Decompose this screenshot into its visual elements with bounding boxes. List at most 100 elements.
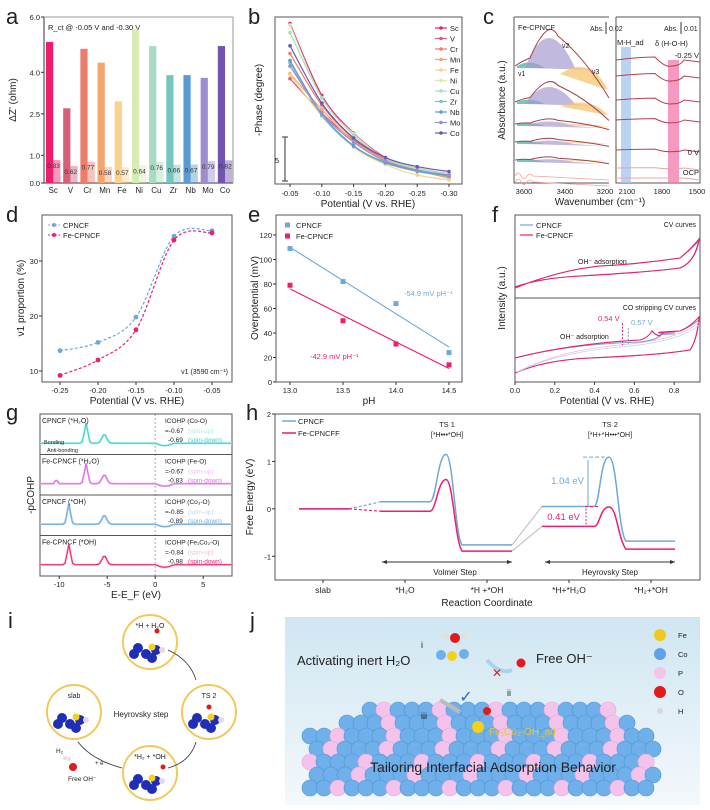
x-tick-label: -0.05 xyxy=(203,386,220,395)
bar-value-label: 0.62 xyxy=(64,169,77,176)
panel-h: 2 1 0 -1 Free Energy (eV) slab *H₂O *H +*OH *H+*… xyxy=(245,410,701,609)
ts1-title: TS 1 xyxy=(439,420,455,429)
y-axis-title: ΔZ' (ohm) xyxy=(8,78,19,122)
m-h-band xyxy=(621,47,631,183)
data-point-Co xyxy=(447,169,451,174)
x-tick-label: Mo xyxy=(202,186,214,195)
v2-peak-area xyxy=(525,159,600,164)
bonding-label: Bonding xyxy=(44,440,64,446)
p-atom xyxy=(83,717,89,723)
spectrum-right xyxy=(615,148,701,153)
data-point-Mo xyxy=(351,140,356,144)
y-tick-label: 60 xyxy=(264,305,272,314)
legend-label-CPNCF: CPNCF xyxy=(63,221,89,230)
x-axis-title: Wavenumber (cm⁻¹) xyxy=(555,197,645,208)
icohp-down-value: -0.89 xyxy=(168,518,183,525)
x-tick-label: -0.15 xyxy=(127,386,144,395)
x-tick-label: *H₂O xyxy=(395,585,415,595)
p-atom xyxy=(497,779,515,797)
bar-value-label: 0.76 xyxy=(150,165,163,172)
cohp-title: CPNCF (*OH) xyxy=(42,499,86,506)
x-tick-label: -0.25 xyxy=(51,386,68,395)
data-point-Nb xyxy=(288,58,292,63)
spectrum-left xyxy=(514,29,610,99)
co-atom xyxy=(469,779,487,797)
y-tick-label: 4.0 xyxy=(30,68,40,77)
v2-peak-area xyxy=(525,140,600,146)
data-point-Fe xyxy=(415,173,420,177)
y-tick-label: 2 xyxy=(267,410,271,419)
abs-label-left: Abs. xyxy=(590,26,604,33)
cohp-title: Fe-CPNCF (*OH) xyxy=(42,540,96,547)
sample-label: Fe-CPNCF xyxy=(518,23,556,32)
spectrum-left xyxy=(514,81,610,121)
bar-value-label: 0.83 xyxy=(47,163,60,170)
bar-Sc-high xyxy=(46,41,54,184)
co-atom xyxy=(637,727,655,745)
data-point-Cr xyxy=(288,51,292,56)
co-atom-i xyxy=(459,649,469,659)
data-point-Co xyxy=(320,101,324,105)
panel-label-d: d xyxy=(6,202,18,227)
data-point-Co xyxy=(288,44,292,48)
x-tick-label: 0.2 xyxy=(550,386,560,395)
h2-molecule xyxy=(63,756,67,760)
bar-Mo-high xyxy=(200,77,208,183)
fe-atom xyxy=(207,713,215,721)
spin-down-label: (spin-down) xyxy=(188,437,222,444)
scale-bar-left-label: 0.02 xyxy=(609,26,623,33)
state-label: *H₂ + *OH xyxy=(134,754,166,761)
p-atom xyxy=(329,779,347,797)
legend-label-CPNCF: CPNCF xyxy=(536,221,562,230)
spin-up-label: (spin-up) xyxy=(188,509,214,516)
bar-V-high xyxy=(63,108,71,183)
spectrum-right xyxy=(615,118,701,124)
x-tick-label: 13.5 xyxy=(336,386,351,395)
h2o-hydrogen xyxy=(461,633,467,639)
panel-label-h: h xyxy=(246,400,258,425)
barrier-label-fe: 0.41 eV xyxy=(547,512,580,523)
y-axis-title: Absorbance (a.u.) xyxy=(497,60,508,140)
step-label-ii: ii xyxy=(507,688,511,698)
p-atom xyxy=(218,717,224,723)
bar-value-label: 0.58 xyxy=(99,170,112,177)
x-axis-title: E-E_F (eV) xyxy=(111,590,161,601)
data-point-Fe-CPNCF xyxy=(171,237,177,243)
series-line-Cr xyxy=(289,53,450,177)
bar-value-label: 0.82 xyxy=(219,163,232,170)
free-oh-text: Free OH⁻ xyxy=(536,651,593,666)
legend-label-Nb: Nb xyxy=(450,108,460,117)
bar-Cu-high xyxy=(149,46,157,183)
check-icon: ✓ xyxy=(459,689,472,706)
bar-value-label: 0.57 xyxy=(116,170,129,177)
y-tick-label: 1.0 xyxy=(30,151,40,160)
legend-label-Co: Co xyxy=(450,129,460,138)
co-atom xyxy=(644,766,662,784)
data-point-CPNCF xyxy=(57,348,63,354)
co-atom xyxy=(343,779,361,797)
oxygen-atom xyxy=(206,704,212,710)
co-atom xyxy=(644,740,662,758)
data-point-Mn xyxy=(320,107,324,112)
data-point-Mo xyxy=(415,168,420,172)
co-atom xyxy=(539,779,557,797)
co-atom xyxy=(455,779,473,797)
spectrum-right xyxy=(615,97,701,105)
spin-up-label: (spin-up) xyxy=(188,469,214,476)
dashed-connector xyxy=(348,508,382,512)
x-tick-label: Ni xyxy=(135,186,143,195)
legend-marker xyxy=(285,222,290,228)
panel-label-e: e xyxy=(248,202,260,227)
x-tick-label: *H +*OH xyxy=(471,585,504,595)
y-tick-label: 0.0 xyxy=(30,179,40,188)
y-tick-label: 80 xyxy=(264,280,272,289)
y-tick-label: 0 xyxy=(267,505,271,514)
spectrum-left xyxy=(514,156,610,165)
bar-value-label: 0.67 xyxy=(185,167,198,174)
x-tick-label: 5 xyxy=(201,580,205,589)
panel-label-c: c xyxy=(483,4,494,29)
legend-marker xyxy=(52,223,56,227)
y-tick-label: 20 xyxy=(264,354,272,363)
co-atom xyxy=(581,779,599,797)
